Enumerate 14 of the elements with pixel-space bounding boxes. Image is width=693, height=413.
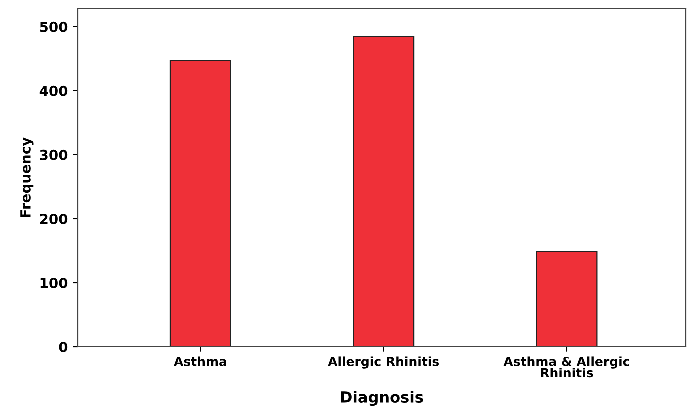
- y-tick-label: 500: [40, 22, 68, 32]
- bar: [536, 251, 598, 347]
- x-tick-label: Asthma & Allergic Rhinitis: [504, 356, 630, 378]
- x-tick-label: Asthma: [174, 356, 226, 366]
- bar: [170, 60, 232, 347]
- y-tick-label: 400: [40, 86, 68, 96]
- x-tick-label: Allergic Rhinitis: [328, 356, 440, 369]
- y-tick-label: 300: [40, 150, 68, 160]
- x-axis-title: Diagnosis: [341, 391, 424, 406]
- y-tick-label: 200: [40, 214, 68, 224]
- y-tick-label: 100: [40, 278, 68, 288]
- y-tick-label: 0: [59, 342, 68, 352]
- bar: [353, 36, 415, 347]
- y-axis-title: Frequency: [20, 138, 34, 218]
